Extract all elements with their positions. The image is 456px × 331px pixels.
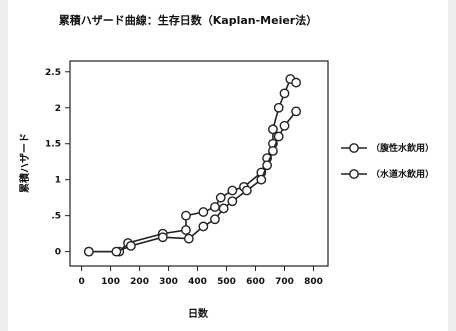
data-point (291, 106, 302, 117)
x-tick-label: 100 (101, 277, 120, 287)
cumulative-hazard-chart: 累積ハザード曲線：生存日数（Kaplan-Meier法） 0 100 200 300 4… (18, 13, 434, 320)
data-point (157, 232, 168, 243)
chart-frame: 累積ハザード曲線：生存日数（Kaplan-Meier法） 0 100 200 300 4… (8, 0, 448, 331)
data-point (210, 214, 220, 225)
legend-marker (349, 169, 359, 179)
y-tick-label: 2.5 (45, 68, 61, 78)
data-point (125, 240, 136, 251)
legend-item: （水道水飲用） (341, 168, 434, 180)
data-point (291, 77, 302, 88)
series-group (83, 74, 302, 257)
data-point (181, 210, 191, 221)
data-point (183, 233, 194, 244)
legend-label: （水道水飲用） (371, 168, 434, 180)
legend-marker (349, 143, 359, 153)
x-tick-label: 400 (188, 277, 207, 287)
legend-item: （腹性水飲用） (341, 142, 434, 154)
data-point (262, 160, 273, 171)
chart-title: 累積ハザード曲線：生存日数（Kaplan-Meier法） (59, 13, 317, 27)
y-axis-label: 累積ハザード (18, 133, 31, 193)
data-point (181, 225, 191, 235)
legend: （腹性水飲用） （水道水飲用） (341, 142, 434, 180)
y-tick-label: .5 (51, 212, 61, 222)
data-point (273, 102, 284, 113)
x-axis-label: 日数 (188, 307, 209, 320)
data-point (218, 203, 229, 214)
data-point (227, 185, 238, 196)
x-tick-label: 0 (78, 277, 84, 287)
data-point (198, 221, 209, 232)
x-tick-label: 200 (130, 277, 149, 287)
x-tick-label: 800 (304, 277, 323, 287)
data-point (111, 246, 122, 257)
x-tick-label: 300 (159, 277, 178, 287)
legend-label: （腹性水飲用） (371, 142, 434, 154)
data-point (273, 131, 284, 142)
data-point (83, 246, 94, 257)
data-point (215, 192, 226, 203)
y-tick-label: 2 (55, 104, 61, 114)
y-tick-label: 1.5 (45, 140, 61, 150)
x-tick-label: 600 (246, 277, 265, 287)
x-tick-label: 500 (217, 277, 236, 287)
series-2 (83, 106, 302, 257)
data-point (227, 196, 238, 207)
y-tick-label: 1 (55, 176, 61, 186)
data-point (279, 120, 290, 131)
series-line (88, 110, 297, 253)
data-point (210, 202, 220, 212)
plot-area-border (69, 60, 329, 267)
data-point (198, 207, 209, 217)
x-tick-label: 700 (275, 277, 294, 287)
data-point (241, 185, 252, 196)
data-point (268, 124, 278, 135)
y-axis: 0 .5 1 1.5 2 2.5 (45, 68, 70, 258)
data-point (268, 146, 278, 156)
x-axis: 0 100 200 300 400 500 600 700 800 (78, 266, 323, 287)
y-tick-label: 0 (55, 248, 61, 258)
data-point (256, 174, 267, 185)
data-point (279, 88, 290, 99)
